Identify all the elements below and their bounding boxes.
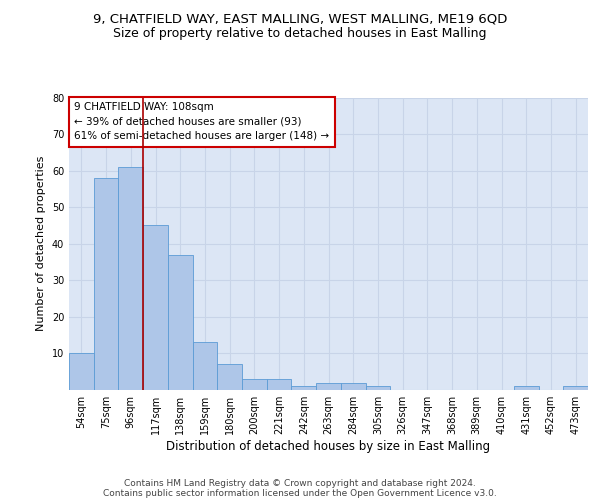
Bar: [118, 167, 143, 390]
Text: 9 CHATFIELD WAY: 108sqm
← 39% of detached houses are smaller (93)
61% of semi-de: 9 CHATFIELD WAY: 108sqm ← 39% of detache…: [74, 102, 329, 142]
Bar: [69, 354, 94, 390]
Y-axis label: Number of detached properties: Number of detached properties: [36, 156, 46, 332]
Bar: [514, 386, 539, 390]
Bar: [365, 386, 390, 390]
Text: Contains public sector information licensed under the Open Government Licence v3: Contains public sector information licen…: [103, 488, 497, 498]
Bar: [217, 364, 242, 390]
Bar: [292, 386, 316, 390]
Bar: [242, 379, 267, 390]
Bar: [563, 386, 588, 390]
Text: Contains HM Land Registry data © Crown copyright and database right 2024.: Contains HM Land Registry data © Crown c…: [124, 478, 476, 488]
X-axis label: Distribution of detached houses by size in East Malling: Distribution of detached houses by size …: [166, 440, 491, 453]
Bar: [94, 178, 118, 390]
Bar: [267, 379, 292, 390]
Text: 9, CHATFIELD WAY, EAST MALLING, WEST MALLING, ME19 6QD: 9, CHATFIELD WAY, EAST MALLING, WEST MAL…: [93, 12, 507, 26]
Bar: [193, 342, 217, 390]
Bar: [143, 226, 168, 390]
Bar: [316, 382, 341, 390]
Bar: [168, 254, 193, 390]
Text: Size of property relative to detached houses in East Malling: Size of property relative to detached ho…: [113, 28, 487, 40]
Bar: [341, 382, 365, 390]
